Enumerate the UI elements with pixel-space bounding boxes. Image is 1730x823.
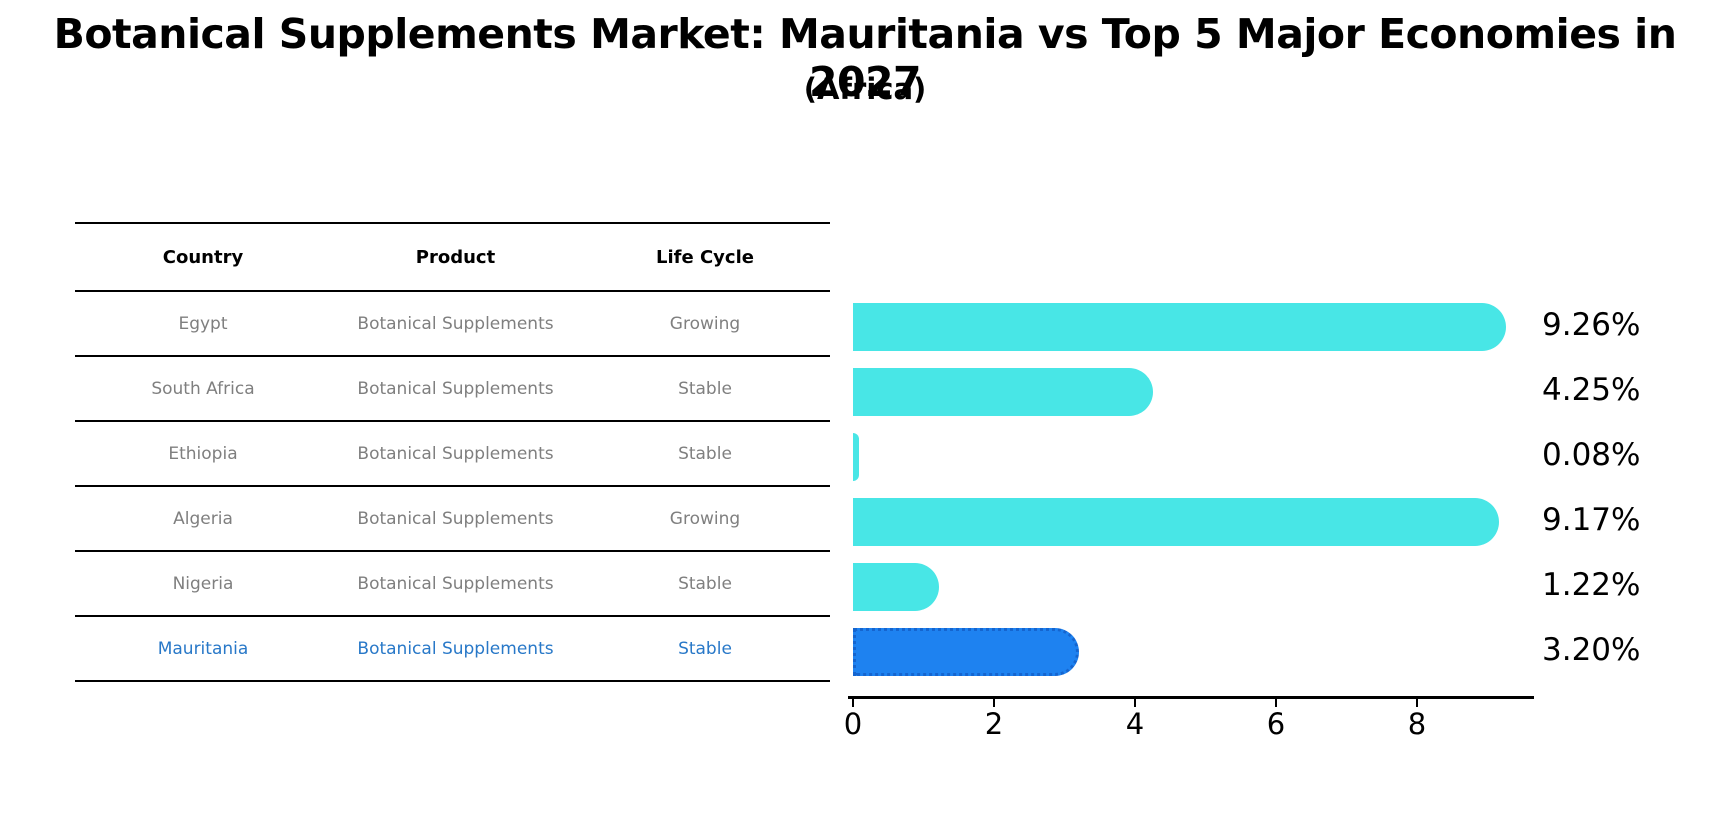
table-row: Egypt Botanical Supplements Growing bbox=[75, 292, 830, 357]
cell-product: Botanical Supplements bbox=[357, 443, 554, 464]
bar-algeria bbox=[853, 498, 1500, 546]
bar-value-label: 9.26% bbox=[1542, 307, 1641, 343]
chart-title: Botanical Supplements Market: Mauritania… bbox=[53, 10, 1677, 106]
x-axis-tick-label: 2 bbox=[984, 707, 1004, 741]
bar-mauritania bbox=[853, 628, 1079, 676]
table-header-row: Country Product Life Cycle bbox=[75, 222, 830, 292]
x-axis-tick bbox=[1416, 698, 1418, 707]
x-axis-line bbox=[848, 696, 1534, 699]
x-axis-tick bbox=[993, 698, 995, 707]
table-row: Ethiopia Botanical Supplements Stable bbox=[75, 422, 830, 487]
cell-country: Mauritania bbox=[157, 638, 249, 659]
cell-country: Nigeria bbox=[172, 573, 234, 594]
table-row: Mauritania Botanical Supplements Stable bbox=[75, 617, 830, 682]
x-axis-tick bbox=[852, 698, 854, 707]
chart-subtitle: (Africa) bbox=[803, 72, 927, 106]
cell-life-cycle: Stable bbox=[678, 443, 732, 464]
bar-value-label: 0.08% bbox=[1542, 437, 1641, 473]
cell-product: Botanical Supplements bbox=[357, 508, 554, 529]
cell-life-cycle: Growing bbox=[669, 313, 741, 334]
bar-south-africa bbox=[853, 368, 1153, 416]
cell-product: Botanical Supplements bbox=[357, 573, 554, 594]
table-row: South Africa Botanical Supplements Stabl… bbox=[75, 357, 830, 422]
cell-country: South Africa bbox=[151, 378, 255, 399]
cell-product: Botanical Supplements bbox=[357, 313, 554, 334]
x-axis-tick bbox=[1275, 698, 1277, 707]
table-row: Nigeria Botanical Supplements Stable bbox=[75, 552, 830, 617]
column-header-country: Country bbox=[162, 246, 244, 268]
cell-life-cycle: Growing bbox=[669, 508, 741, 529]
country-table: Country Product Life Cycle Egypt Botanic… bbox=[75, 222, 830, 682]
cell-life-cycle: Stable bbox=[678, 638, 732, 659]
cell-country: Ethiopia bbox=[168, 443, 238, 464]
x-axis-tick-label: 8 bbox=[1407, 707, 1427, 741]
x-axis-tick-label: 4 bbox=[1125, 707, 1145, 741]
cell-life-cycle: Stable bbox=[678, 378, 732, 399]
bar-value-label: 4.25% bbox=[1542, 372, 1641, 408]
x-axis-tick-label: 6 bbox=[1266, 707, 1286, 741]
cell-product: Botanical Supplements bbox=[357, 378, 554, 399]
cell-country: Algeria bbox=[173, 508, 233, 529]
table-rows: Egypt Botanical Supplements Growing Sout… bbox=[75, 292, 830, 682]
table-row: Algeria Botanical Supplements Growing bbox=[75, 487, 830, 552]
bar-value-label: 9.17% bbox=[1542, 502, 1641, 538]
bar-ethiopia bbox=[853, 433, 859, 481]
x-axis-tick-label: 0 bbox=[843, 707, 863, 741]
cell-life-cycle: Stable bbox=[678, 573, 732, 594]
bar-value-label: 1.22% bbox=[1542, 567, 1641, 603]
cell-country: Egypt bbox=[178, 313, 228, 334]
bar-egypt bbox=[853, 303, 1506, 351]
column-header-lifecycle: Life Cycle bbox=[656, 246, 754, 268]
bar-value-label: 3.20% bbox=[1542, 632, 1641, 668]
cell-product: Botanical Supplements bbox=[357, 638, 554, 659]
x-axis-tick bbox=[1134, 698, 1136, 707]
bar-nigeria bbox=[853, 563, 939, 611]
column-header-product: Product bbox=[415, 246, 496, 268]
